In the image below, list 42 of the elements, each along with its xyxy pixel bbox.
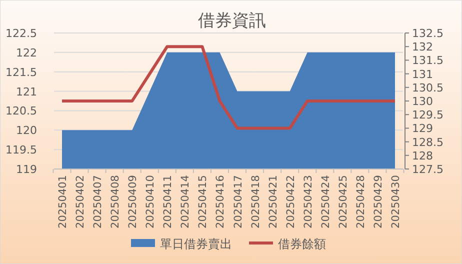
- x-tick-label: 20250423: [302, 175, 314, 228]
- x-tick-label: 20250417: [232, 175, 244, 228]
- y2-tick-label: 129.5: [412, 108, 444, 122]
- x-tick-label: 20250429: [372, 175, 384, 228]
- y-tick-label: 121: [16, 85, 37, 98]
- x-tick-label: 20250408: [110, 175, 122, 228]
- x-tick-label: 20250401: [57, 175, 69, 228]
- y-tick-label: 120: [16, 124, 37, 138]
- y2-tick-label: 129: [412, 122, 433, 136]
- legend-label: 單日借券賣出: [160, 237, 232, 251]
- y2-tick-label: 132: [412, 40, 433, 54]
- y2-tick-label: 127.5: [412, 163, 444, 176]
- x-tick-label: 20250415: [197, 175, 210, 228]
- x-tick-label: 20250421: [267, 175, 280, 228]
- x-tick-label: 20250414: [180, 174, 192, 228]
- y-tick-label: 119.5: [6, 144, 37, 157]
- x-tick-label: 20250422: [284, 175, 297, 228]
- y2-tick-label: 132.5: [412, 27, 444, 40]
- legend-label: 借券餘額: [278, 237, 326, 251]
- y2-tick-label: 131: [412, 68, 433, 81]
- x-tick-label: 20250425: [337, 175, 350, 228]
- x-tick-label: 20250411: [162, 175, 174, 228]
- x-tick-label: 20250418: [250, 175, 262, 228]
- x-tick-label: 20250424: [320, 174, 332, 228]
- x-tick-label: 20250410: [144, 175, 157, 228]
- x-tick-label: 20250407: [92, 175, 104, 228]
- y-tick-label: 121.5: [6, 66, 37, 79]
- y2-tick-label: 128.5: [412, 136, 444, 149]
- chart-title: 借券資訊: [198, 11, 266, 31]
- x-tick-label: 20250428: [354, 175, 367, 228]
- x-tick-label: 20250416: [214, 174, 227, 228]
- x-tick-label: 20250430: [390, 175, 402, 228]
- y-tick-label: 122: [16, 46, 37, 60]
- x-tick-label: 20250402: [74, 175, 87, 228]
- y2-tick-label: 131.5: [412, 54, 444, 68]
- y-tick-label: 119: [16, 163, 37, 176]
- y2-tick-label: 130.5: [412, 81, 444, 94]
- x-tick-label: 20250409: [127, 175, 140, 228]
- y-tick-label: 122.5: [6, 27, 37, 40]
- y2-tick-label: 128: [412, 149, 433, 162]
- y2-tick-label: 130: [412, 95, 433, 108]
- y-tick-label: 120.5: [6, 104, 37, 118]
